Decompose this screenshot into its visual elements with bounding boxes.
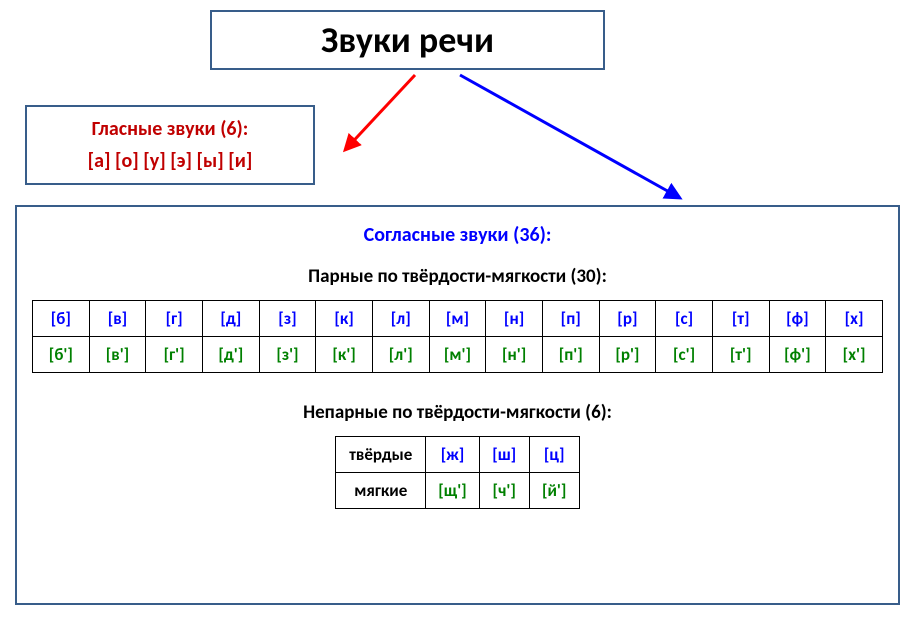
consonants-title: Согласные звуки (36):: [32, 223, 883, 247]
unpaired-cell: [ж]: [426, 437, 479, 473]
unpaired-hard-label: твёрдые: [336, 437, 426, 473]
unpaired-soft-row: мягкие [щ'] [ч'] [й']: [336, 473, 579, 509]
paired-cell: [н']: [486, 337, 543, 373]
paired-cell: [л]: [372, 301, 429, 337]
paired-cell: [в']: [89, 337, 146, 373]
paired-cell: [т]: [712, 301, 769, 337]
paired-cell: [х]: [826, 301, 883, 337]
paired-cell: [д']: [202, 337, 259, 373]
paired-cell: [т']: [712, 337, 769, 373]
unpaired-soft-label: мягкие: [336, 473, 426, 509]
paired-cell: [с']: [656, 337, 713, 373]
paired-cell: [р']: [599, 337, 656, 373]
consonants-box: Согласные звуки (36): Парные по твёрдост…: [15, 205, 900, 605]
unpaired-cell: [щ']: [426, 473, 479, 509]
vowels-list: [а] [о] [у] [э] [ы] [и]: [88, 149, 253, 173]
paired-cell: [п']: [542, 337, 599, 373]
paired-hard-row: [б] [в] [г] [д] [з] [к] [л] [м] [н] [п] …: [33, 301, 883, 337]
paired-cell: [ф]: [769, 301, 826, 337]
paired-cell: [л']: [372, 337, 429, 373]
paired-cell: [к']: [316, 337, 373, 373]
unpaired-hard-row: твёрдые [ж] [ш] [ц]: [336, 437, 579, 473]
unpaired-cell: [ш]: [479, 437, 529, 473]
main-title-box: Звуки речи: [210, 10, 605, 70]
paired-cell: [в]: [89, 301, 146, 337]
paired-cell: [р]: [599, 301, 656, 337]
paired-cell: [ф']: [769, 337, 826, 373]
paired-table: [б] [в] [г] [д] [з] [к] [л] [м] [н] [п] …: [32, 300, 883, 373]
vowels-box: Гласные звуки (6): [а] [о] [у] [э] [ы] […: [25, 105, 315, 185]
paired-cell: [д]: [202, 301, 259, 337]
main-title: Звуки речи: [321, 18, 494, 62]
paired-cell: [к]: [316, 301, 373, 337]
unpaired-cell: [ч']: [479, 473, 529, 509]
arrow-red: [345, 75, 415, 150]
vowels-title: Гласные звуки (6):: [92, 117, 249, 141]
paired-cell: [г']: [146, 337, 203, 373]
paired-cell: [б']: [33, 337, 90, 373]
paired-cell: [п]: [542, 301, 599, 337]
paired-cell: [х']: [826, 337, 883, 373]
unpaired-cell: [й']: [529, 473, 579, 509]
paired-cell: [м']: [429, 337, 486, 373]
paired-cell: [н]: [486, 301, 543, 337]
paired-title: Парные по твёрдости-мягкости (30):: [32, 265, 883, 288]
unpaired-title: Непарные по твёрдости-мягкости (6):: [32, 401, 883, 424]
unpaired-table: твёрдые [ж] [ш] [ц] мягкие [щ'] [ч'] [й'…: [335, 436, 579, 509]
paired-cell: [м]: [429, 301, 486, 337]
paired-cell: [г]: [146, 301, 203, 337]
paired-cell: [б]: [33, 301, 90, 337]
paired-soft-row: [б'] [в'] [г'] [д'] [з'] [к'] [л'] [м'] …: [33, 337, 883, 373]
unpaired-cell: [ц]: [529, 437, 579, 473]
paired-cell: [з']: [259, 337, 316, 373]
paired-cell: [с]: [656, 301, 713, 337]
paired-cell: [з]: [259, 301, 316, 337]
arrow-blue: [460, 75, 680, 198]
